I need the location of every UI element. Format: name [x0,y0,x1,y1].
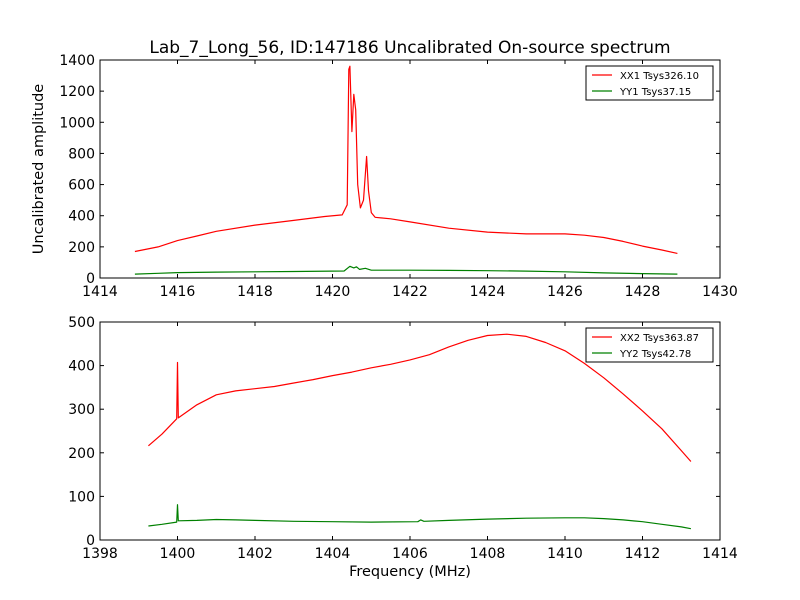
plot2-series-1-line [148,333,692,462]
plots: 1414 1416 1418 1420 1422 1424 1426 1428 1430 0 200… [59,53,738,562]
plot2-x-tick-label: 1404 [315,546,351,562]
plot1-y-tick-label: 1200 [59,84,95,100]
plot2-y-tick-label: 500 [68,315,95,331]
plot2-legend-label-1: XX2 Tsys363.87 [620,333,699,344]
plot2-legend-box [585,327,714,363]
plot1-y-tick-label: 1000 [59,115,95,131]
plot1-x-tick-label: 1424 [470,284,506,300]
plot2-legend-label-2: YY2 Tsys42.78 [619,349,691,360]
plot2-y-tick-label: 400 [68,359,95,375]
plot1-legend-label-1: XX1 Tsys326.10 [620,71,699,82]
plot2-x-tick-label: 1410 [547,546,583,562]
plot1-y-tick-label: 600 [68,178,95,194]
plot1-y-tick-label: 0 [86,271,95,287]
plot2-x-tick-label: 1414 [702,546,738,562]
plot1-legend-label-2: YY1 Tsys37.15 [619,87,691,98]
plot1-x-tick-label: 1418 [237,284,273,300]
plot1-x-tick-label: 1414 [82,284,118,300]
plot2: 1398 1400 1402 1404 1406 1408 1410 1412 1414 0 100… [68,315,738,562]
plot2-y-tick-label: 200 [68,446,95,462]
plot1-x-tick-label: 1430 [702,284,738,300]
plot2-series-2-line [148,504,692,530]
plot1-series-2-line [134,265,678,275]
plot1-y-tick-label: 400 [68,209,95,225]
chart-title: Lab_7_Long_56, ID:147186 Uncalibrated On… [149,38,670,58]
plot1-y-tick-label: 200 [68,240,95,256]
plot2-x-tick-label: 1400 [160,546,196,562]
plot1-y-tick-label: 800 [68,146,95,162]
plot1-x-tick-label: 1420 [315,284,351,300]
plot1-x-tick-label: 1416 [160,284,196,300]
plot2-y-tick-label: 300 [68,402,95,418]
plot1-legend-box [585,65,714,101]
plot2-x-tick-label: 1412 [625,546,661,562]
plot1: 1414 1416 1418 1420 1422 1424 1426 1428 1430 0 200… [59,53,737,300]
plot1-series-1-line [134,65,678,254]
plot1-x-tick-label: 1422 [392,284,428,300]
plot2-x-tick-label: 1408 [470,546,506,562]
plot1-y-tick-label: 1400 [59,53,95,69]
plot2-x-tick-label: 1406 [392,546,428,562]
x-axis-label: Frequency (MHz) [349,564,471,580]
plot2-x-tick-label: 1398 [82,546,118,562]
plot2-x-tick-label: 1402 [237,546,273,562]
plot2-y-tick-label: 100 [68,489,95,505]
plot1-x-tick-label: 1426 [547,284,583,300]
plot1-legend: XX1 Tsys326.10 YY1 Tsys37.15 [585,65,714,101]
plot2-y-tick-label: 0 [86,533,95,549]
plot2-legend: XX2 Tsys363.87 YY2 Tsys42.78 [585,327,714,363]
y-axis-label: Uncalibrated amplitude [31,84,47,255]
plot1-x-tick-label: 1428 [625,284,661,300]
